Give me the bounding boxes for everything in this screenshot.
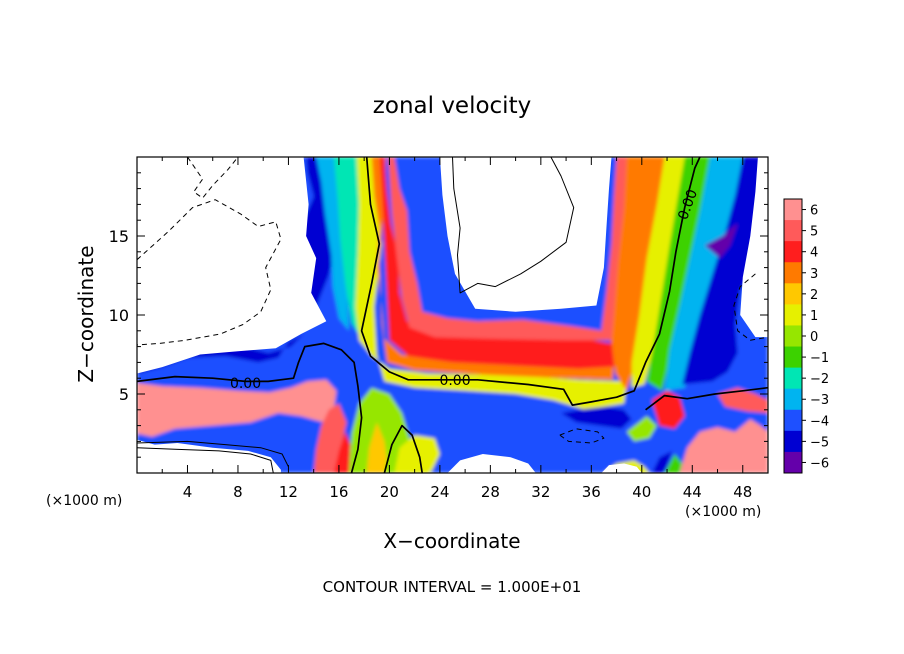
velocity-region-16 (611, 157, 667, 391)
velocity-field (137, 157, 768, 473)
blank-region-4 (447, 454, 536, 473)
colorbar: 6 5 4 3 2 1 0 −1 −2 −3 −4 −5 −6 (783, 198, 829, 474)
contour-negative-2 (733, 273, 768, 341)
velocity-region-15 (626, 416, 657, 442)
velocity-region-22 (679, 419, 768, 473)
y-tick-label-2: 15 (109, 227, 129, 246)
x-tick-label-2: 12 (279, 483, 298, 501)
x-tick-label-0: 4 (183, 483, 193, 501)
blank-region-3 (137, 439, 281, 473)
contour-zero-2 (383, 424, 424, 473)
velocity-region-13 (366, 422, 387, 473)
colorbar-label-12: −6 (810, 456, 829, 471)
x-axis-label: X−coordinate (383, 529, 520, 553)
velocity-region-23 (651, 390, 685, 429)
colorbar-swatch-6 (784, 325, 802, 348)
velocity-region-25 (651, 450, 673, 473)
velocity-region-1 (137, 334, 304, 374)
colorbar-label-2: 4 (810, 246, 818, 261)
colorbar-label-4: 2 (810, 288, 818, 303)
colorbar-label-1: 5 (810, 225, 818, 240)
colorbar-label-10: −4 (810, 414, 829, 429)
colorbar-swatch-12 (784, 451, 802, 474)
blank-region-2 (740, 157, 768, 338)
y-tick-label-0: 5 (119, 385, 129, 404)
velocity-region-11 (333, 431, 351, 473)
colorbar-swatch-9 (784, 388, 802, 411)
colorbar-swatch-1 (784, 220, 802, 242)
colorbar-swatch-11 (784, 430, 802, 453)
contour-label-0: 0.00 (230, 376, 261, 392)
colorbar-label-6: 0 (810, 330, 818, 345)
velocity-region-19 (664, 157, 746, 391)
velocity-region-26 (664, 454, 683, 473)
velocity-region-5 (355, 157, 627, 410)
velocity-region-8 (388, 157, 650, 341)
x-tick-label-7: 32 (531, 483, 550, 501)
x-unit-right: (×1000 m) (685, 504, 761, 520)
contour-zero-1 (360, 157, 701, 406)
velocity-region-28 (561, 406, 632, 429)
velocity-region-17 (631, 157, 688, 388)
colorbar-swatch-2 (784, 241, 802, 263)
colorbar-label-5: 1 (810, 309, 818, 324)
contour-interval-note: CONTOUR INTERVAL = 1.000E+01 (323, 578, 582, 596)
contour-positive-1 (137, 447, 274, 473)
blank-region-5 (601, 463, 642, 473)
colorbar-swatch-0 (784, 199, 802, 221)
x-tick-label-4: 20 (380, 483, 399, 501)
colorbar-swatch-5 (784, 304, 802, 326)
colorbar-label-0: 6 (810, 204, 818, 219)
x-tick-label-3: 16 (329, 483, 348, 501)
x-tick-label-5: 24 (430, 483, 449, 501)
contour-positive-2 (137, 440, 289, 467)
contour-zero-0 (137, 342, 363, 473)
colorbar-label-7: −1 (810, 351, 829, 366)
colorbar-swatch-7 (784, 346, 802, 369)
velocity-region-20 (682, 157, 768, 385)
colorbar-swatch-8 (784, 367, 802, 390)
x-tick-label-9: 40 (632, 483, 651, 501)
colorbar-swatch-10 (784, 409, 802, 432)
chart-title: zonal velocity (373, 93, 531, 119)
x-unit-left: (×1000 m) (46, 493, 122, 509)
colorbar-label-11: −5 (810, 435, 829, 450)
velocity-region-6 (371, 157, 614, 380)
x-tick-label-10: 44 (683, 483, 702, 501)
velocity-region-29 (402, 390, 554, 426)
contour-negative-3 (559, 428, 605, 444)
contour-positive-0 (452, 157, 575, 294)
colorbar-swatch-3 (784, 262, 802, 284)
contour-label-1: 0.00 (439, 373, 470, 389)
blank-region-1 (439, 157, 612, 312)
x-tick-label-6: 28 (481, 483, 500, 501)
x-axis-ticks: 4 8 12 16 20 24 28 32 36 40 44 48 (161, 157, 752, 501)
x-tick-label-11: 48 (733, 483, 752, 501)
contour-lines (137, 157, 768, 473)
x-tick-label-8: 36 (582, 483, 601, 501)
y-axis-label: Z−coordinate (74, 245, 98, 382)
velocity-region-24 (717, 387, 768, 413)
contour-zero-3 (645, 386, 768, 411)
velocity-region-9 (137, 379, 337, 437)
y-axis-ticks: 5 10 15 (109, 172, 768, 458)
colorbar-swatch-4 (784, 283, 802, 305)
velocity-region-18 (646, 157, 713, 391)
y-tick-label-1: 10 (109, 306, 129, 325)
colorbar-label-3: 3 (810, 267, 818, 282)
colorbar-label-8: −2 (810, 372, 829, 387)
velocity-region-21 (704, 223, 738, 259)
contour-negative-1 (187, 157, 239, 199)
x-tick-label-1: 8 (233, 483, 243, 501)
colorbar-label-9: −3 (810, 393, 829, 408)
velocity-region-14 (394, 435, 440, 473)
blank-region-0 (137, 157, 327, 374)
